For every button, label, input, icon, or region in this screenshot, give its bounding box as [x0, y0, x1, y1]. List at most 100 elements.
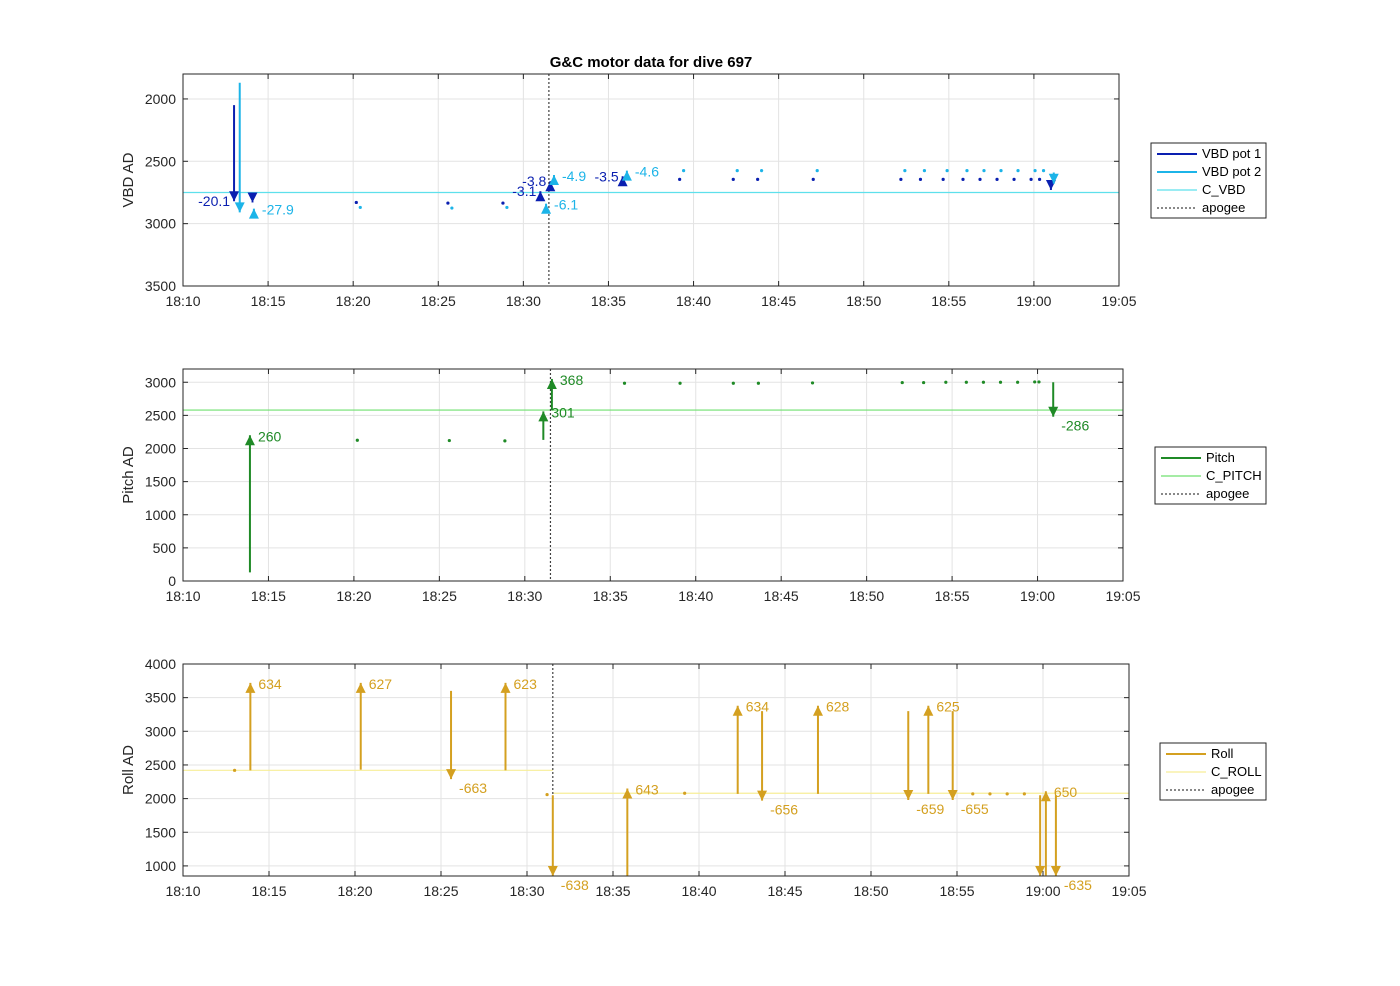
arrow-label: -3.8	[522, 173, 546, 189]
x-tick-label: 18:55	[939, 883, 974, 899]
data-point	[678, 177, 682, 181]
arrow-label: -635	[1064, 877, 1092, 893]
arrow-label: -20.1	[198, 193, 230, 209]
x-tick-label: 18:35	[591, 293, 626, 309]
data-point	[731, 381, 735, 385]
arrow-label: -4.6	[635, 164, 659, 180]
arrow-head	[535, 191, 546, 202]
legend-label: apogee	[1211, 782, 1254, 797]
data-point	[683, 791, 687, 795]
data-point	[961, 177, 965, 181]
y-tick-label: 3500	[145, 278, 176, 294]
data-point	[760, 169, 764, 173]
data-point	[1029, 177, 1033, 181]
legend-label: apogee	[1202, 200, 1245, 215]
x-tick-label: 18:55	[935, 588, 970, 604]
data-point	[944, 380, 948, 384]
chart-panel-2: 260 301 368 -286 18:10 18:15 18:20 18:25 18:30 18…	[120, 368, 1267, 604]
arrow-label: -656	[770, 802, 798, 818]
arrow-head	[732, 705, 743, 716]
x-tick-label: 19:00	[1020, 588, 1055, 604]
data-point	[1037, 380, 1041, 384]
axes-box	[182, 368, 1124, 582]
y-tick-label: 2500	[145, 407, 176, 423]
plot-content	[183, 369, 1123, 581]
x-tick-label: 18:40	[676, 293, 711, 309]
arrow-label: -3.5	[595, 168, 619, 184]
x-tick-label: 18:10	[165, 588, 200, 604]
x-tick-label: 18:25	[422, 588, 457, 604]
arrow-head	[947, 789, 958, 800]
y-axis-label: Pitch AD	[120, 446, 137, 504]
arrow-label: 634	[258, 676, 282, 692]
x-tick-label: 18:15	[251, 588, 286, 604]
legend-label: C_ROLL	[1211, 764, 1262, 779]
arrow-head	[622, 788, 633, 799]
arrow-label: 260	[258, 428, 282, 444]
arrow-label: 628	[826, 699, 850, 715]
data-point	[731, 177, 735, 181]
chart-panels: -20.1 -3.1-3.8 -3.5 -27.9 -6.1 -4.9 -4.6 18:10 1…	[120, 73, 1267, 899]
data-point	[678, 381, 682, 385]
arrow-head	[1040, 791, 1051, 802]
data-point	[501, 201, 505, 205]
arrow-head	[500, 682, 511, 693]
data-point	[978, 177, 982, 181]
arrow-label: 623	[514, 676, 538, 692]
x-tick-label: 18:30	[509, 883, 544, 899]
y-tick-label: 3500	[145, 690, 176, 706]
data-point	[1022, 792, 1026, 796]
data-point	[622, 381, 627, 385]
data-point	[1041, 169, 1046, 173]
x-tick-label: 18:45	[764, 588, 799, 604]
y-tick-label: 3000	[145, 374, 176, 390]
y-axis-label: VBD AD	[120, 152, 137, 207]
data-point	[545, 792, 549, 797]
data-point	[918, 177, 923, 181]
arrow-label: 625	[936, 699, 960, 715]
x-tick-label: 18:55	[931, 293, 966, 309]
arrow-head	[229, 191, 240, 202]
arrow-label: -4.9	[562, 168, 586, 184]
legend-label: C_VBD	[1202, 182, 1245, 197]
y-tick-label: 2000	[145, 91, 176, 107]
data-point	[1033, 380, 1037, 384]
legend-label: Pitch	[1206, 450, 1235, 465]
x-tick-label: 18:30	[506, 293, 541, 309]
arrow-head	[1050, 866, 1061, 876]
y-axis-label: Roll AD	[120, 745, 137, 795]
legend-label: Roll	[1211, 746, 1234, 761]
x-tick-label: 19:00	[1016, 293, 1051, 309]
arrow-label: -638	[561, 877, 589, 893]
arrow-label: -655	[961, 801, 989, 817]
legend-label: VBD pot 2	[1202, 164, 1261, 179]
data-point	[756, 381, 760, 385]
arrow-head	[546, 378, 557, 389]
x-tick-label: 18:50	[849, 588, 884, 604]
data-point	[1016, 169, 1020, 173]
x-tick-label: 18:20	[336, 588, 371, 604]
arrow-label: -3.1	[512, 183, 536, 199]
arrow-head	[923, 705, 934, 716]
data-point	[1016, 380, 1020, 384]
x-tick-label: 18:20	[337, 883, 372, 899]
arrow-label: 301	[551, 404, 575, 420]
x-tick-label: 18:35	[593, 588, 628, 604]
data-point	[900, 380, 904, 385]
y-tick-label: 500	[153, 540, 177, 556]
plot-content	[183, 74, 1119, 286]
arrow-label: 368	[560, 372, 584, 388]
data-point	[903, 169, 907, 173]
arrow-head	[355, 682, 366, 693]
x-tick-label: 18:50	[846, 293, 881, 309]
arrow-head	[1048, 406, 1059, 417]
arrow-label: -286	[1061, 418, 1089, 434]
arrow-head	[248, 208, 259, 219]
y-tick-label: 1000	[145, 858, 176, 874]
x-tick-label: 19:00	[1025, 883, 1060, 899]
data-point	[1037, 177, 1042, 181]
arrow-label: 643	[635, 782, 659, 798]
